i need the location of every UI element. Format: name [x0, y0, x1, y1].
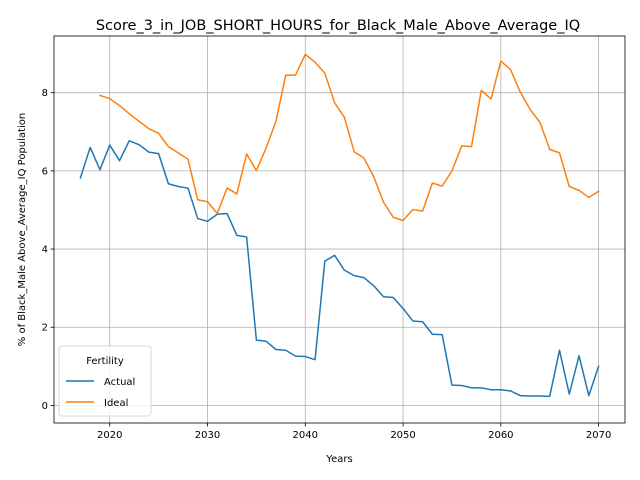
y-axis-label: % of Black_Male Above_Average_IQ Populat…	[17, 113, 28, 346]
x-axis-ticks: 2020 2030 2040 2050 2060 2070	[97, 423, 611, 441]
x-tick-label: 2050	[390, 430, 415, 441]
series-line-ideal	[99, 53, 600, 222]
plot-frame	[53, 35, 626, 424]
y-tick-label: 8	[42, 88, 48, 99]
y-tick-label: 0	[42, 401, 48, 412]
legend-title: Fertility	[86, 356, 124, 367]
y-tick-label: 6	[42, 166, 48, 177]
y-tick-label: 2	[42, 323, 48, 334]
chart-title: Score_3_in_JOB_SHORT_HOURS_for_Black_Mal…	[96, 18, 580, 34]
x-axis-label: Years	[325, 454, 352, 465]
legend-box	[58, 345, 152, 417]
y-axis-ticks: 0 2 4 6 8	[42, 88, 54, 412]
series-line-actual	[79, 140, 600, 398]
legend-label-ideal: Ideal	[104, 398, 128, 409]
grid-lines	[54, 36, 625, 423]
series-group	[79, 53, 600, 398]
legend-label-actual: Actual	[104, 377, 135, 388]
x-tick-label: 2070	[586, 430, 611, 441]
x-tick-label: 2020	[97, 430, 122, 441]
x-tick-label: 2040	[293, 430, 318, 441]
x-tick-label: 2030	[195, 430, 220, 441]
legend: Fertility Actual Ideal	[58, 345, 152, 417]
y-tick-label: 4	[42, 245, 48, 256]
x-tick-label: 2060	[488, 430, 513, 441]
